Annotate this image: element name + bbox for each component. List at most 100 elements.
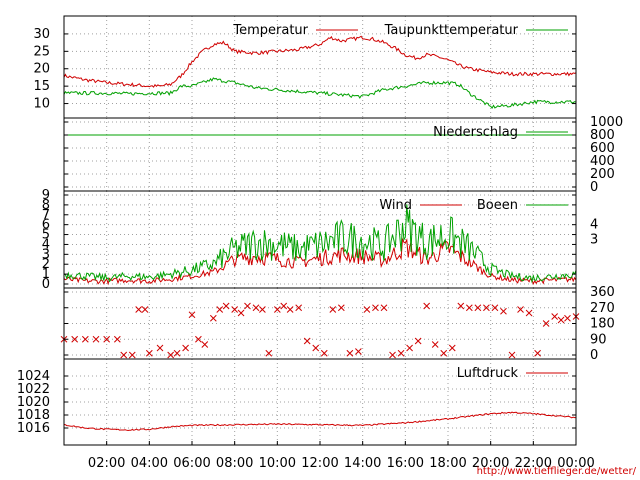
x-mark	[244, 302, 251, 310]
wind-direction-point	[173, 349, 181, 357]
wind-direction-point	[81, 335, 89, 343]
x-mark	[209, 314, 217, 322]
wind-direction-point	[244, 302, 251, 310]
x-mark	[222, 302, 230, 310]
wind-direction-point	[145, 349, 153, 357]
y-tick-label: 1024	[17, 369, 50, 384]
wind-direction-point	[237, 309, 245, 317]
x-mark	[414, 337, 422, 345]
x-mark	[457, 302, 465, 310]
x-tick-label: 14:00	[344, 456, 381, 471]
wind-direction-point	[355, 348, 362, 355]
x-mark	[201, 341, 209, 348]
x-mark	[145, 349, 153, 357]
y-tick-label: 1020	[17, 395, 50, 410]
legend-label: Taupunkttemperatur	[384, 23, 519, 38]
x-mark	[508, 351, 516, 359]
wind-direction-point	[557, 316, 565, 324]
panel-frames	[63, 15, 577, 446]
wind-direction-point	[135, 306, 143, 313]
x-mark	[355, 348, 362, 355]
x-mark	[440, 349, 448, 357]
wind-direction-point	[542, 320, 550, 327]
wind-direction-point	[380, 304, 388, 312]
wind-direction-point	[372, 304, 379, 312]
y-tick-label: 0	[590, 180, 598, 195]
wind-direction-point	[564, 314, 571, 322]
wind-direction-point	[534, 349, 541, 357]
y-tick-label: 8	[42, 198, 50, 213]
x-mark	[465, 304, 473, 312]
x-mark	[265, 349, 273, 357]
wind-direction-point	[337, 304, 345, 312]
wind-direction-point	[128, 351, 136, 359]
wind-direction-point	[457, 302, 465, 310]
x-mark	[346, 349, 354, 357]
wind-direction-point	[491, 304, 499, 312]
wind-direction-point	[551, 313, 559, 320]
y-tick-label: 9	[42, 188, 50, 203]
x-mark	[423, 302, 431, 310]
x-mark	[103, 335, 111, 343]
y-tick-label: 10	[33, 97, 50, 112]
x-mark	[231, 306, 239, 313]
y-tick-label: 4	[42, 237, 50, 252]
y-tick-label: 1000	[590, 115, 623, 130]
x-tick-label: 22:00	[515, 456, 552, 471]
x-tick-label: 10:00	[259, 456, 296, 471]
y-tick-label: 360	[590, 285, 615, 300]
x-mark	[312, 344, 320, 352]
x-mark	[525, 309, 533, 317]
x-mark	[397, 349, 405, 357]
x-mark	[113, 335, 121, 343]
x-tick-label: 00:00	[557, 456, 594, 471]
series-line-taupunkttemperatur	[63, 77, 577, 110]
x-mark	[517, 306, 524, 313]
wind-direction-point	[295, 304, 303, 312]
wind-direction-point	[280, 302, 288, 310]
wind-direction-point	[406, 344, 413, 352]
y-tick-label: 1	[42, 267, 50, 282]
y-tick-label: 0	[590, 348, 598, 363]
wind-direction-point	[448, 344, 456, 352]
x-tick-label: 04:00	[131, 456, 168, 471]
x-mark	[406, 344, 413, 352]
x-mark	[135, 306, 143, 313]
y-tick-label: 3	[42, 247, 50, 262]
x-mark	[286, 306, 294, 313]
wind-direction-point	[92, 335, 100, 343]
x-mark	[167, 351, 175, 359]
x-mark	[303, 337, 311, 345]
wind-direction-point	[156, 344, 164, 352]
y-tick-label: 0	[42, 277, 50, 292]
x-mark	[120, 351, 128, 359]
wind-direction-point	[201, 341, 209, 348]
x-mark	[216, 306, 224, 313]
x-mark	[551, 313, 559, 320]
wind-direction-point	[423, 302, 431, 310]
wind-direction-point	[320, 349, 328, 357]
footer-url: http://www.tiefflieger.de/wetter/	[477, 466, 637, 477]
y-tick-label: 90	[590, 332, 607, 347]
x-mark	[182, 344, 189, 352]
x-mark	[156, 344, 164, 352]
x-mark	[372, 304, 379, 312]
wind-direction-point	[363, 306, 371, 313]
x-mark	[389, 351, 396, 359]
x-mark	[380, 304, 388, 312]
y-tick-label: 800	[590, 128, 615, 143]
wind-direction-point	[474, 304, 482, 312]
y-tick-label: 200	[590, 167, 615, 182]
x-tick-label: 02:00	[88, 456, 125, 471]
x-mark	[448, 344, 456, 352]
wind-direction-point	[312, 344, 320, 352]
y-tick-label: 180	[590, 317, 615, 332]
wind-direction-point	[216, 306, 224, 313]
series-line-boeen	[63, 204, 577, 284]
legend-label: Niederschlag	[433, 125, 518, 140]
y-tick-label: 25	[33, 44, 50, 59]
legends: Taupunkttemperatur Temperatur Niederschlag…	[232, 23, 568, 381]
x-mark	[320, 349, 328, 357]
x-mark	[557, 316, 565, 324]
